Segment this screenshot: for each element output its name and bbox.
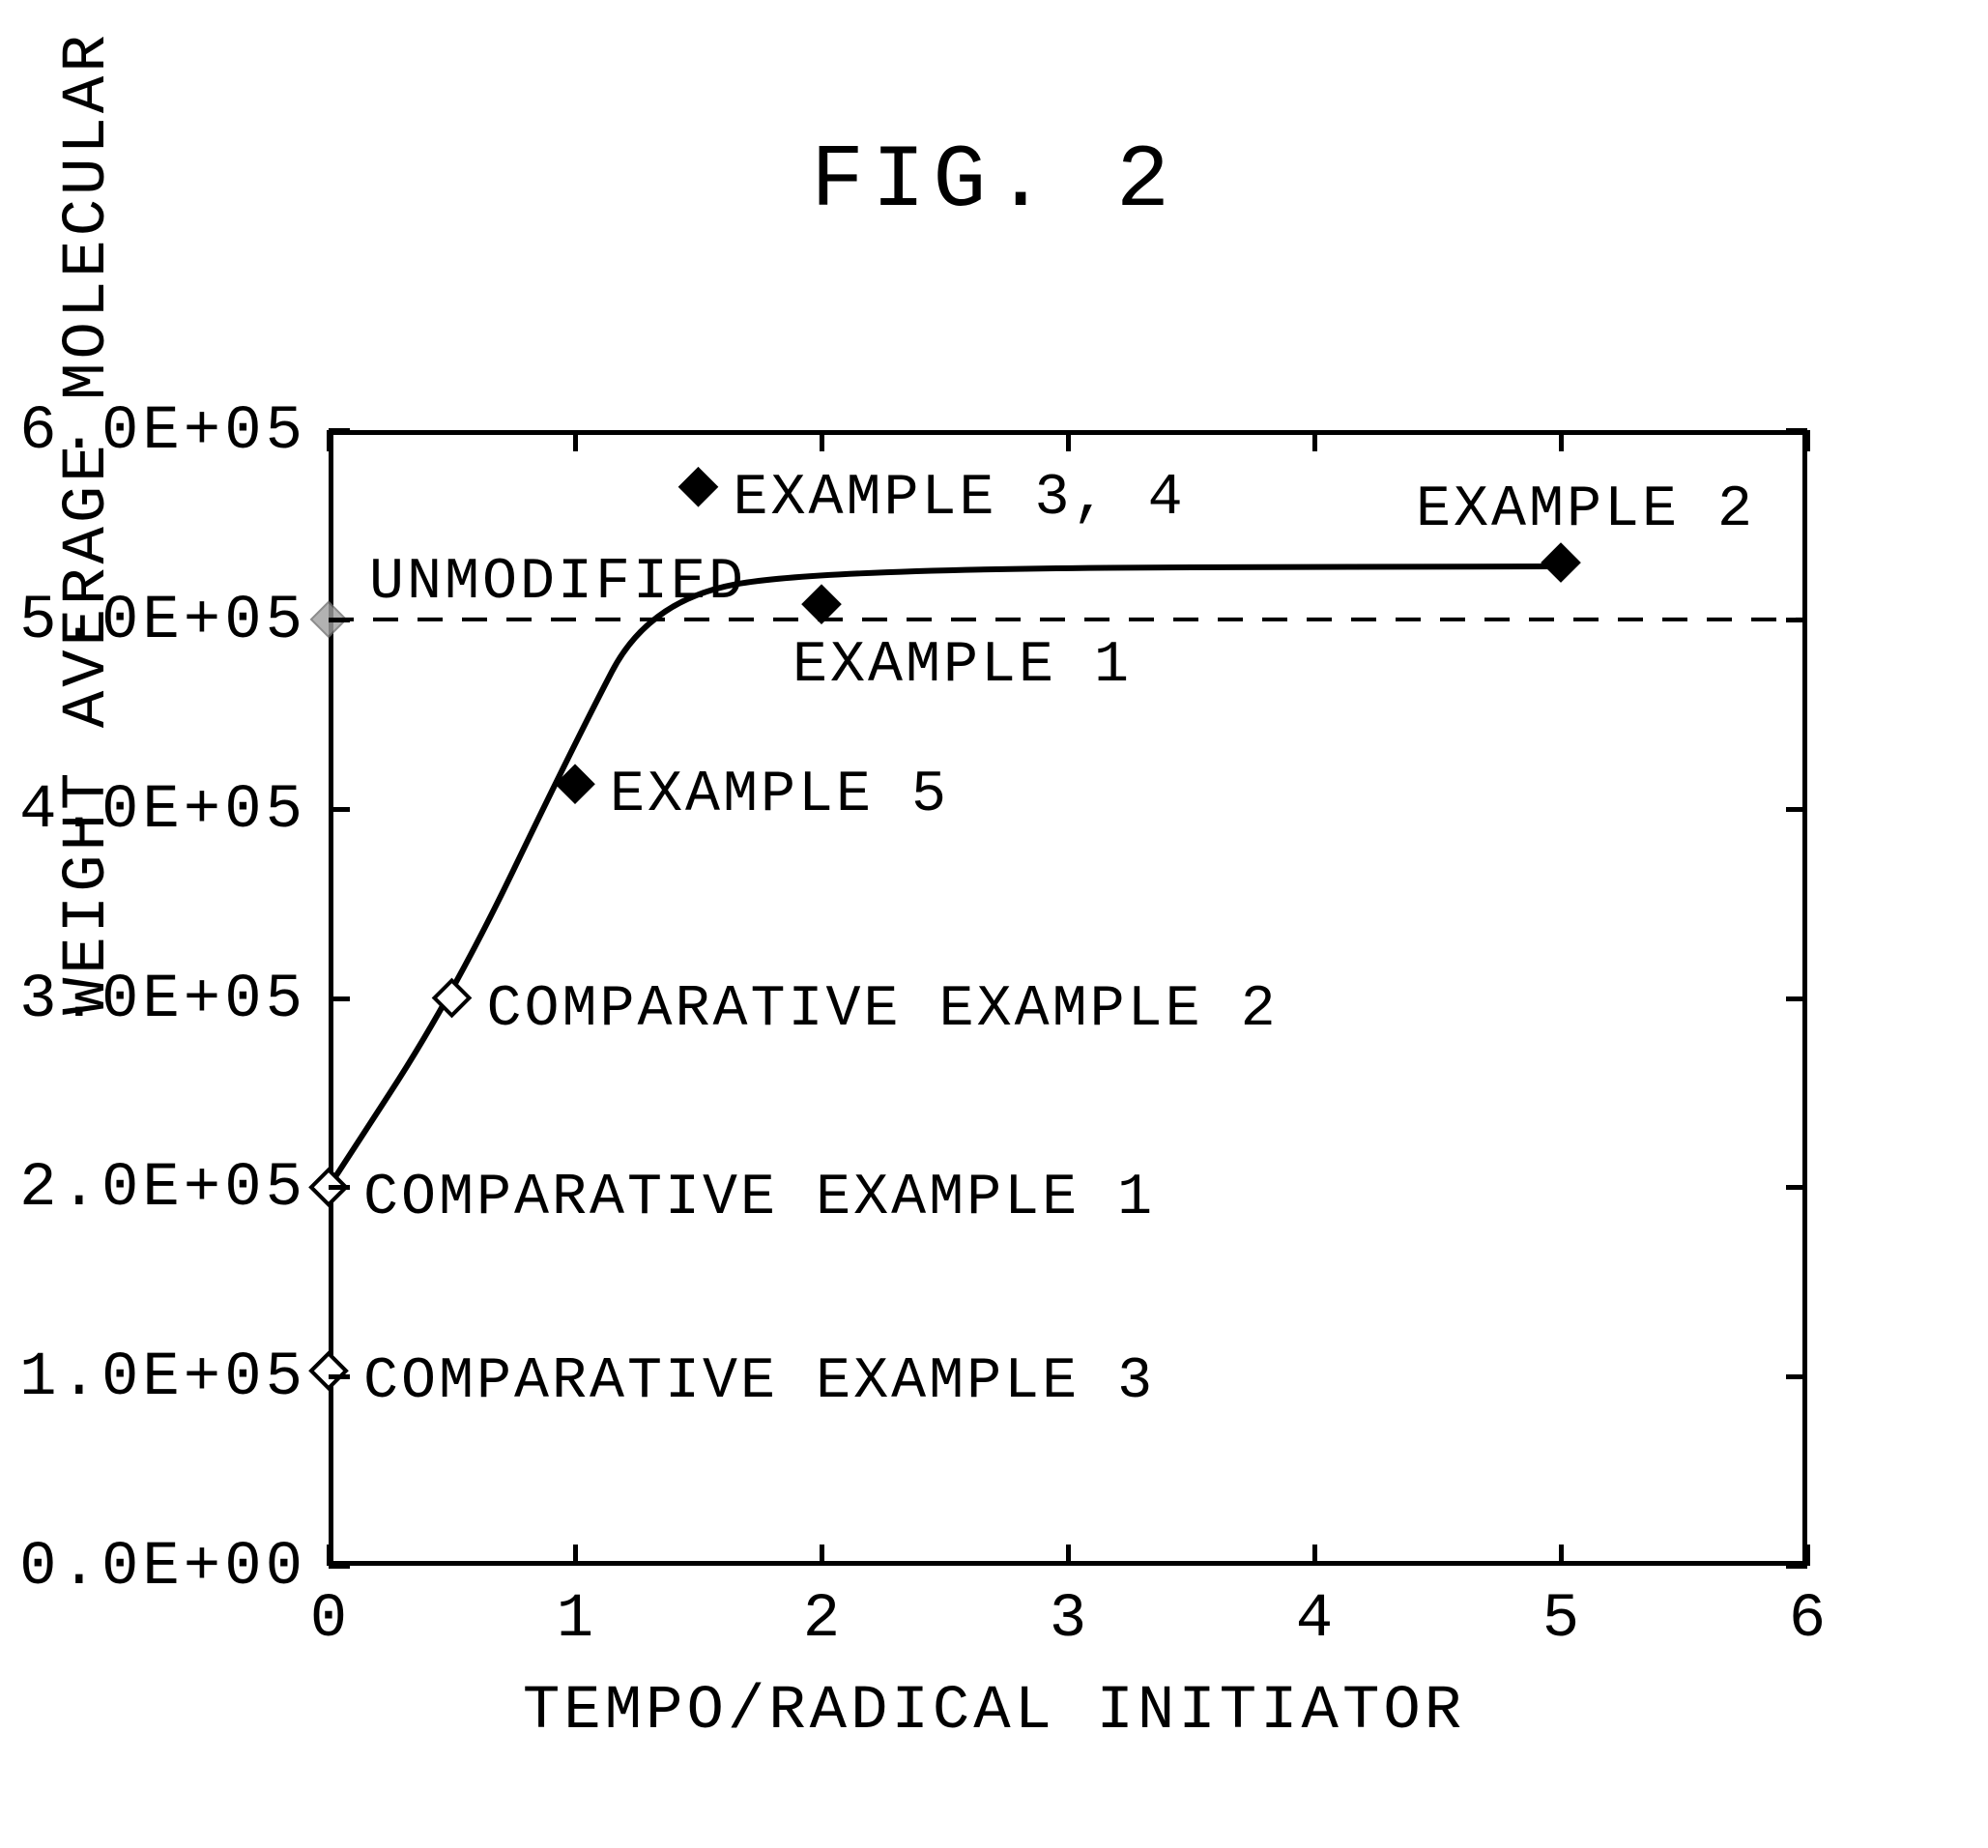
y-tick-mark: [1786, 807, 1807, 812]
x-tick-mark: [1312, 1545, 1317, 1566]
x-tick-mark: [573, 1545, 578, 1566]
y-tick-mark: [329, 1564, 350, 1569]
x-tick-mark: [820, 430, 824, 451]
y-tick-mark: [329, 618, 350, 622]
y-axis-label: WEIGHT AVERAGE MOLECULAR WEIGHT: [53, 0, 123, 1015]
point-label-comp3: COMPARATIVE EXAMPLE 3: [363, 1349, 1155, 1415]
x-tick-mark: [1805, 430, 1810, 451]
data-point-example2: [1543, 545, 1578, 580]
x-tick-label: 5: [1532, 1585, 1590, 1655]
y-tick-label: 4.0E+05: [16, 776, 306, 846]
x-tick-label: 6: [1778, 1585, 1836, 1655]
y-tick-mark: [1786, 428, 1807, 433]
x-tick-mark: [573, 430, 578, 451]
x-tick-mark: [1066, 430, 1071, 451]
figure-page: FIG. 2 WEIGHT AVERAGE MOLECULAR WEIGHT T…: [0, 0, 1988, 1848]
point-label-example5: EXAMPLE 5: [610, 763, 949, 828]
x-tick-label: 1: [546, 1585, 604, 1655]
data-point-comp3: [311, 1353, 346, 1388]
point-label-example1: EXAMPLE 1: [792, 633, 1132, 699]
x-tick-label: 0: [300, 1585, 358, 1655]
y-tick-mark: [1786, 1374, 1807, 1379]
point-label-example34: EXAMPLE 3, 4: [734, 466, 1186, 532]
x-tick-mark: [327, 1545, 331, 1566]
y-tick-mark: [329, 996, 350, 1001]
y-tick-label: 5.0E+05: [16, 587, 306, 656]
y-tick-mark: [1786, 1564, 1807, 1569]
x-axis-label: TEMPO/RADICAL INITIATOR: [0, 1677, 1988, 1747]
y-tick-label: 0.0E+00: [16, 1533, 306, 1603]
x-tick-mark: [1559, 1545, 1564, 1566]
point-label-example2: EXAMPLE 2: [1416, 477, 1755, 543]
x-tick-mark: [1559, 430, 1564, 451]
y-tick-mark: [329, 1374, 350, 1379]
point-label-comp1: COMPARATIVE EXAMPLE 1: [363, 1166, 1155, 1231]
y-tick-label: 6.0E+05: [16, 397, 306, 467]
x-tick-label: 2: [792, 1585, 850, 1655]
y-tick-mark: [1786, 618, 1807, 622]
point-label-unmodified: UNMODIFIED: [369, 550, 746, 616]
figure-title: FIG. 2: [0, 130, 1988, 232]
y-tick-label: 2.0E+05: [16, 1154, 306, 1224]
y-tick-mark: [1786, 1185, 1807, 1190]
x-tick-mark: [1312, 430, 1317, 451]
y-tick-mark: [329, 1185, 350, 1190]
y-tick-label: 3.0E+05: [16, 966, 306, 1035]
data-point-example34: [681, 470, 716, 505]
x-tick-mark: [1066, 1545, 1071, 1566]
y-tick-mark: [329, 428, 350, 433]
x-tick-label: 3: [1039, 1585, 1097, 1655]
data-point-example1: [804, 587, 839, 621]
x-tick-label: 4: [1285, 1585, 1343, 1655]
x-tick-mark: [327, 430, 331, 451]
point-label-comp2: COMPARATIVE EXAMPLE 2: [487, 977, 1279, 1043]
x-tick-mark: [820, 1545, 824, 1566]
y-tick-mark: [329, 807, 350, 812]
x-tick-mark: [1805, 1545, 1810, 1566]
y-tick-label: 1.0E+05: [16, 1343, 306, 1413]
y-tick-mark: [1786, 996, 1807, 1001]
